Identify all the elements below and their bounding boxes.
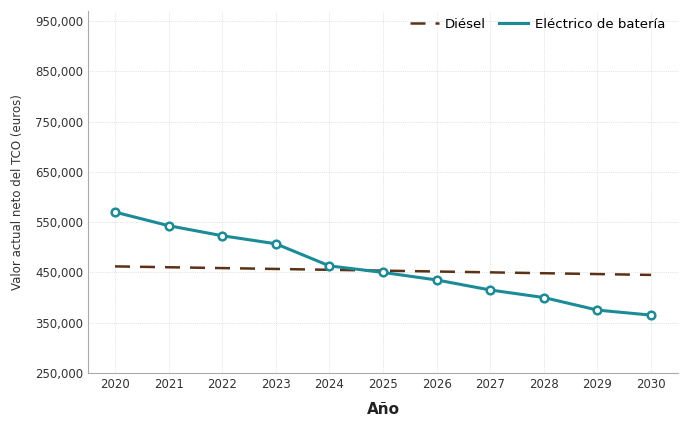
Diésel [647,272,655,277]
X-axis label: Año: Año [367,402,400,417]
Eléctrico de batería [325,263,333,268]
Eléctrico de batería [539,295,548,300]
Legend: Diésel, Eléctrico de batería: Diésel, Eléctrico de batería [409,18,666,31]
Diésel [271,266,280,271]
Diésel [593,271,601,276]
Diésel [325,267,333,272]
Y-axis label: Valor actual neto del TCO (euros): Valor actual neto del TCO (euros) [11,94,24,290]
Diésel [486,270,495,275]
Eléctrico de batería [111,210,119,215]
Eléctrico de batería [433,277,441,282]
Diésel [111,264,119,269]
Diésel [218,265,227,270]
Diésel [165,265,173,270]
Eléctrico de batería [593,308,601,313]
Eléctrico de batería [647,312,655,318]
Diésel [379,268,387,273]
Eléctrico de batería [486,288,495,293]
Eléctrico de batería [165,223,173,228]
Line: Eléctrico de batería: Eléctrico de batería [111,208,655,319]
Eléctrico de batería [379,270,387,275]
Eléctrico de batería [271,241,280,247]
Diésel [539,270,548,276]
Diésel [433,269,441,274]
Line: Diésel: Diésel [115,266,651,275]
Eléctrico de batería [218,233,227,238]
